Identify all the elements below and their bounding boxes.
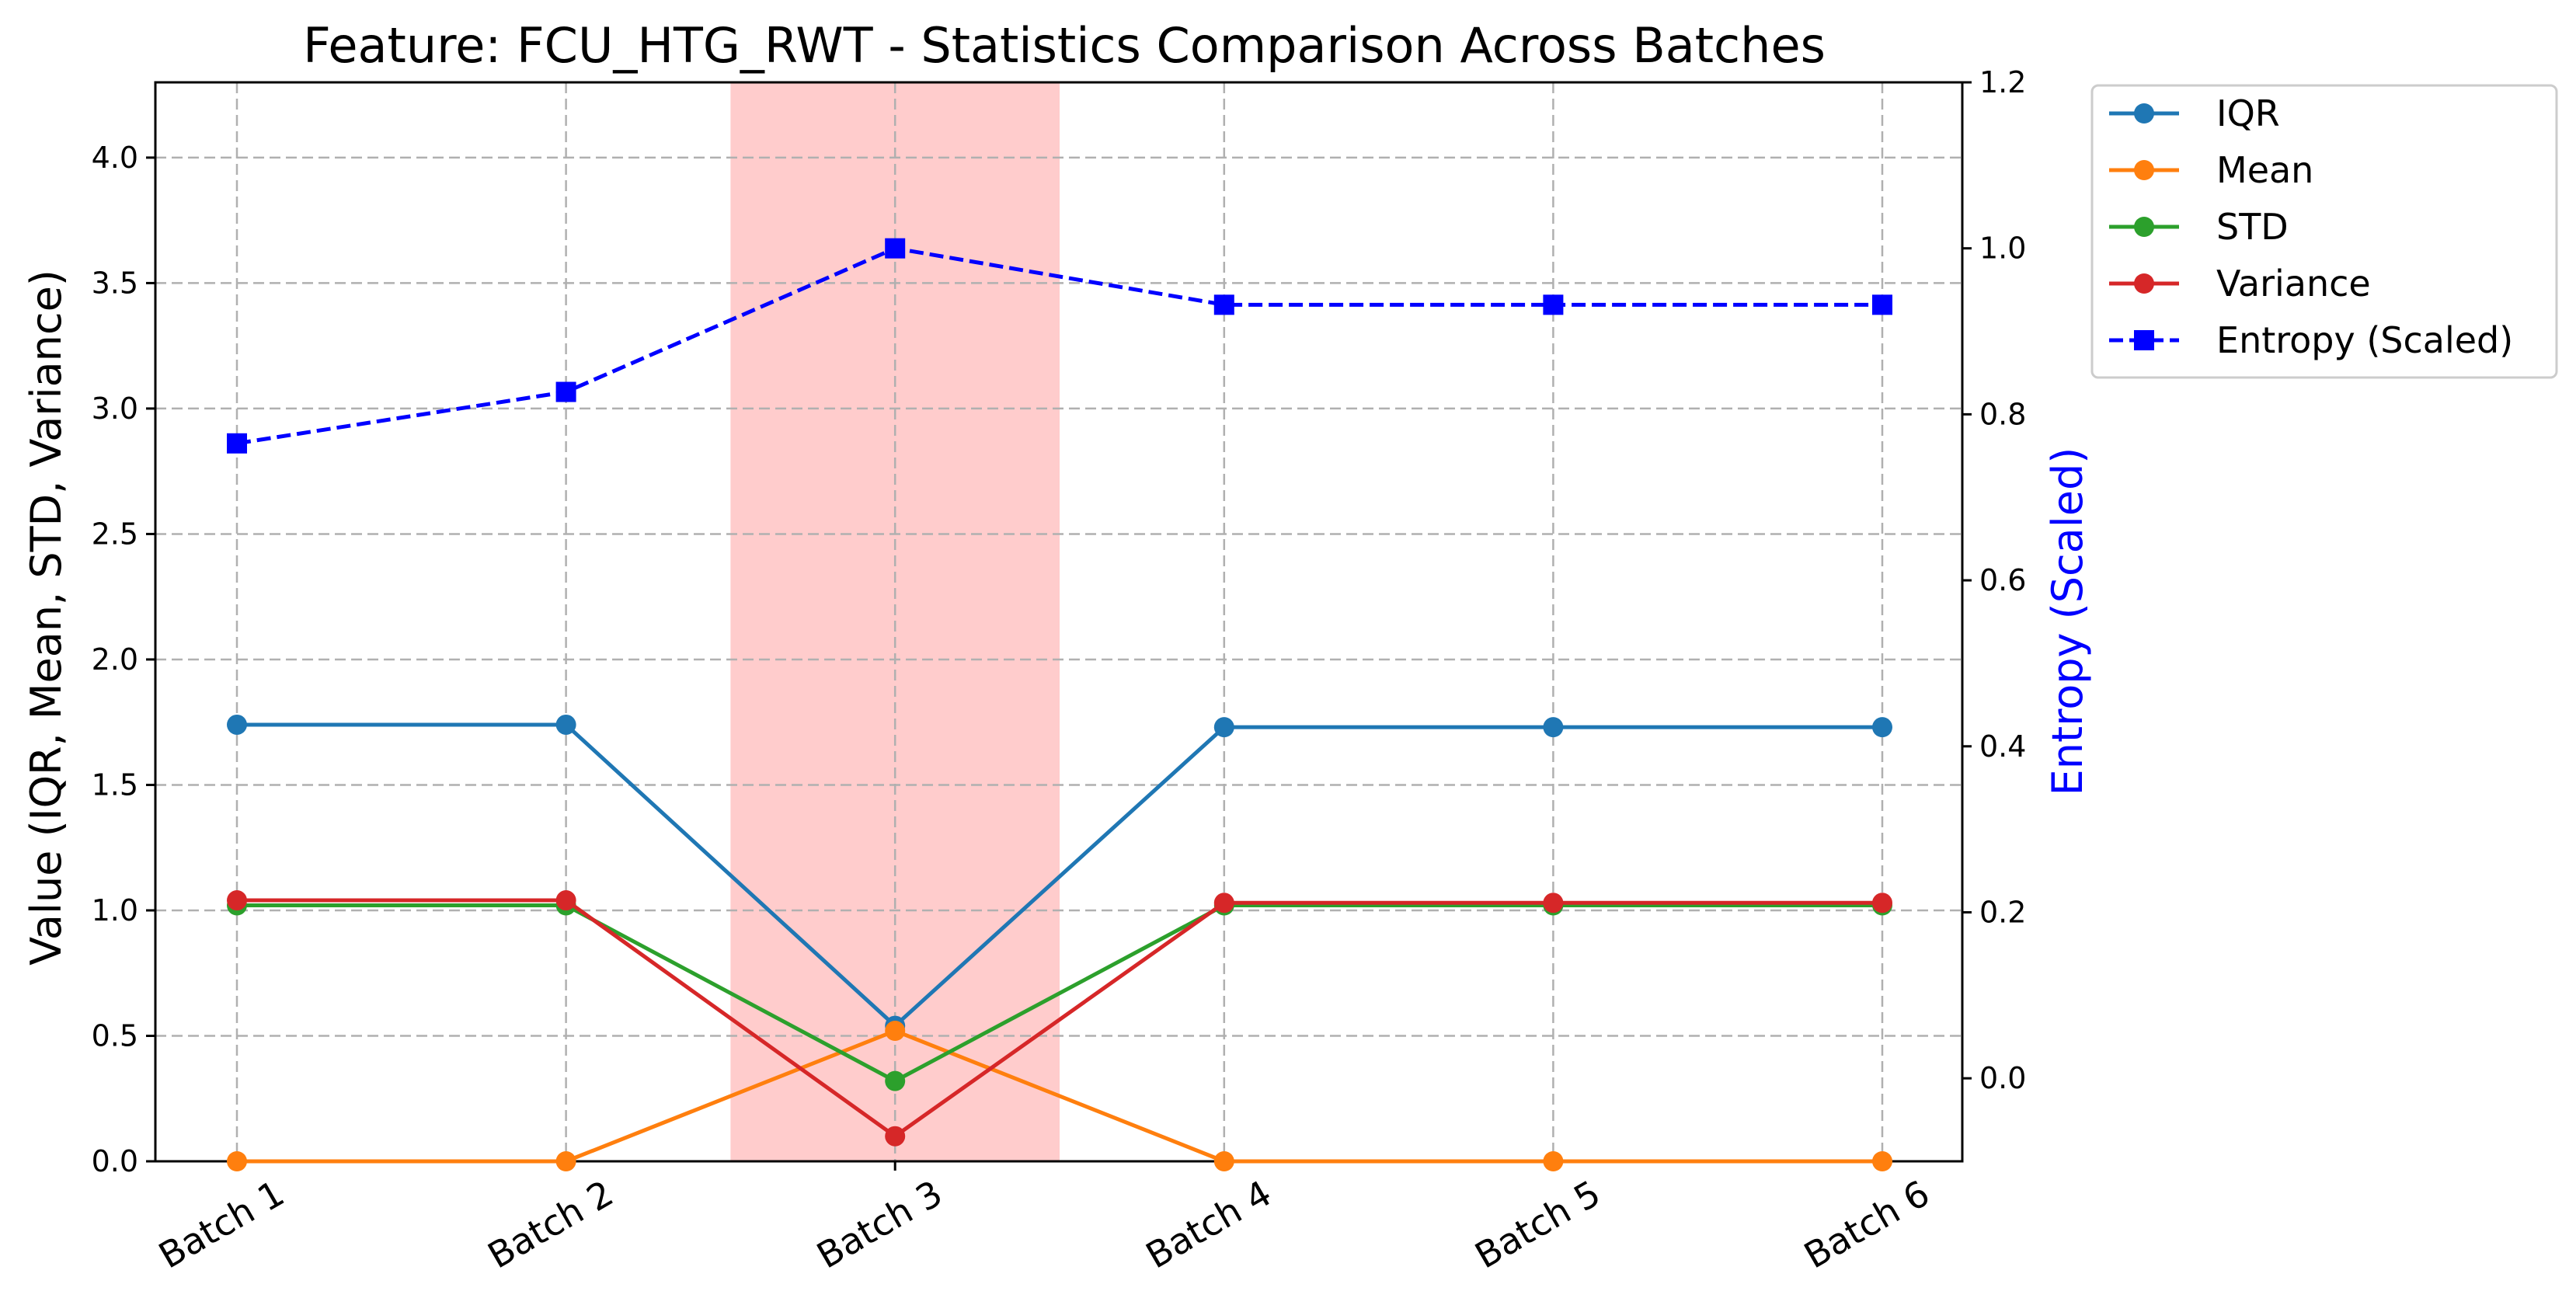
series-line-iqr <box>237 722 1882 1028</box>
data-point <box>1213 294 1234 315</box>
legend: IQR Mean STD Variance Entropy (Scaled) <box>2090 84 2558 379</box>
legend-label: STD <box>2216 206 2289 248</box>
data-point <box>885 1021 906 1042</box>
y-tick-label: 1.5 <box>92 767 138 802</box>
data-point <box>1213 1151 1234 1171</box>
data-point <box>555 714 576 735</box>
y2-tick-label: 0.8 <box>1979 397 2026 431</box>
data-point <box>1543 1151 1564 1171</box>
x-tick-label: Batch 3 <box>809 1172 949 1277</box>
y2-tick-label: 1.2 <box>1979 65 2026 99</box>
y2-tick-label: 0.2 <box>1979 895 2026 929</box>
data-point <box>1543 893 1564 914</box>
legend-marker <box>2134 217 2154 237</box>
legend-label: Variance <box>2216 263 2371 305</box>
y-tick-label: 3.5 <box>92 266 138 300</box>
data-point <box>1543 717 1564 738</box>
x-tick-label: Batch 1 <box>151 1172 291 1277</box>
data-point <box>885 1126 906 1147</box>
chart-title: Feature: FCU_HTG_RWT - Statistics Compar… <box>303 17 1826 74</box>
data-point <box>885 238 906 259</box>
data-point <box>227 1151 247 1171</box>
data-point <box>1213 717 1234 738</box>
series-line-entropy-scaled <box>236 246 1882 446</box>
y2-axis-label: Entropy (Scaled) <box>2043 447 2092 796</box>
y-tick-label: 0.5 <box>92 1018 138 1053</box>
y-tick-label: 4.0 <box>92 141 138 175</box>
plot-frame <box>154 81 1964 1163</box>
data-point <box>555 1151 576 1171</box>
data-point <box>1872 893 1892 914</box>
legend-marker <box>2134 273 2154 294</box>
series-line-variance <box>237 898 1882 1139</box>
y-axis-label: Value (IQR, Mean, STD, Variance) <box>22 270 71 966</box>
legend-marker <box>2134 160 2154 180</box>
data-point <box>227 890 247 911</box>
data-point <box>1543 294 1564 315</box>
data-point <box>1872 717 1892 738</box>
data-point <box>227 714 247 735</box>
legend-label: IQR <box>2216 92 2280 134</box>
x-tick-label: Batch 4 <box>1139 1172 1279 1277</box>
legend-label: Entropy (Scaled) <box>2216 319 2513 361</box>
legend-box <box>2090 84 2558 379</box>
y-tick-label: 1.0 <box>92 893 138 927</box>
legend-marker <box>2134 103 2154 124</box>
y2-tick-label: 0.0 <box>1979 1061 2026 1095</box>
y-tick-label: 3.0 <box>92 392 138 426</box>
y-tick-label: 2.5 <box>92 517 138 551</box>
y-tick-label: 2.0 <box>92 642 138 677</box>
data-point <box>227 433 247 454</box>
data-point <box>555 381 576 402</box>
x-tick-label: Batch 2 <box>481 1172 621 1277</box>
y2-tick-label: 0.6 <box>1979 563 2026 597</box>
x-tick-label: Batch 5 <box>1468 1172 1608 1277</box>
series-line-std <box>237 903 1882 1084</box>
legend-label: Mean <box>2216 149 2313 191</box>
data-point <box>1872 1151 1892 1171</box>
x-tick-label: Batch 6 <box>1797 1172 1937 1277</box>
data-point <box>1872 294 1892 315</box>
legend-marker <box>2134 330 2154 350</box>
y2-tick-label: 0.4 <box>1979 729 2026 764</box>
y2-tick-label: 1.0 <box>1979 231 2026 266</box>
data-point <box>885 1070 906 1091</box>
y-tick-label: 0.0 <box>92 1144 138 1178</box>
series-line-mean <box>237 1028 1882 1164</box>
data-point <box>555 890 576 911</box>
data-point <box>1213 893 1234 914</box>
